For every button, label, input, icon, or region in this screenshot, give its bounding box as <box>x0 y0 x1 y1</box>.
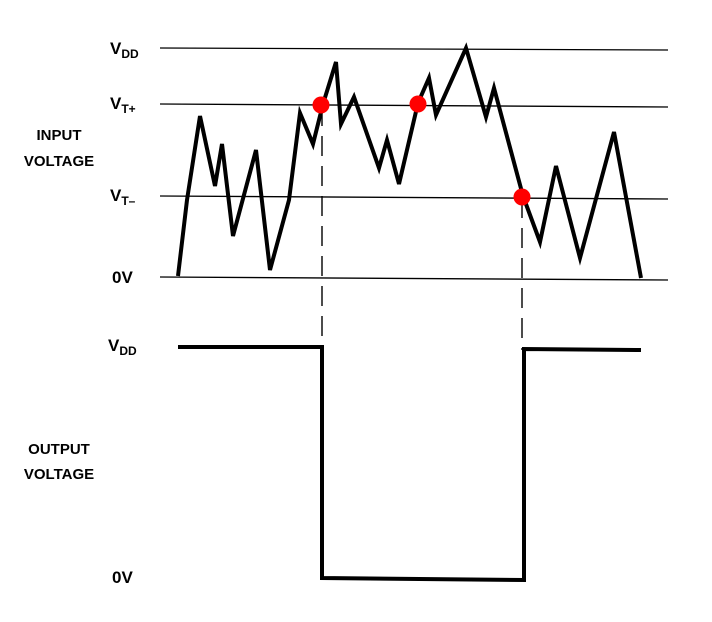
output-voltage-label-line2: VOLTAGE <box>24 466 94 483</box>
input-voltage-label-line1: INPUT <box>37 127 82 144</box>
output-voltage-waveform <box>178 345 642 583</box>
zero-volt-output-label: 0V <box>112 568 133 587</box>
zero-volt-input-label: 0V <box>112 268 133 287</box>
vdd-reference-line <box>159 47 669 51</box>
vt-minus-label: VT– <box>110 186 136 208</box>
vt-minus-crossing-marker <box>513 188 531 206</box>
input-voltage-waveform <box>176 42 643 279</box>
vt-plus-label: VT+ <box>110 94 136 116</box>
zero-volt-reference-line <box>159 276 669 281</box>
vt-minus-reference-line <box>159 195 669 200</box>
vdd-output-label: VDD <box>108 336 137 358</box>
input-voltage-label-line2: VOLTAGE <box>24 153 94 170</box>
vdd-input-label: VDD <box>110 39 139 61</box>
vt-plus-crossing-marker <box>312 96 330 114</box>
vt-plus-second-crossing-marker <box>409 95 427 113</box>
output-voltage-label-line1: OUTPUT <box>28 441 90 458</box>
